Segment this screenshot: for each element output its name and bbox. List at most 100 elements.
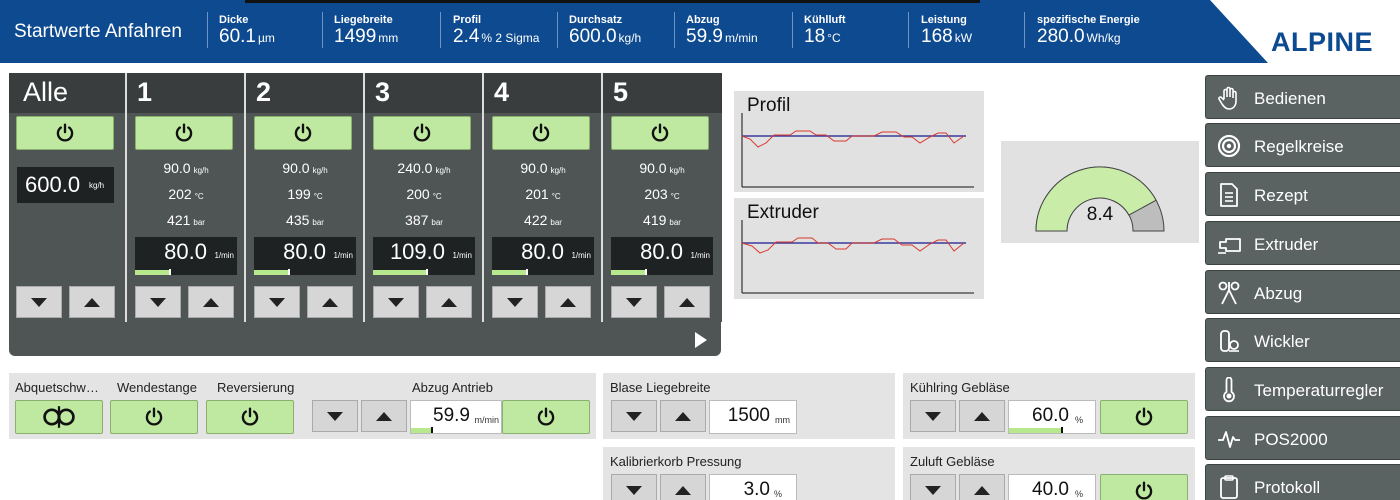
sidebar-item-protokoll[interactable]: Protokoll [1205,464,1400,500]
throughput-unit: kg/h [312,166,328,175]
increase-button[interactable] [426,286,472,318]
column-title: 5 [603,73,722,113]
speed-level-bar [135,270,169,275]
blase-decrease-button[interactable] [611,400,657,432]
temperature-unit: °C [432,192,442,201]
metric-label: Durchsatz [569,14,623,26]
sidebar-item-abzug[interactable]: Abzug [1205,270,1400,314]
speed-display[interactable]: 80.0 1/min [611,237,713,275]
power-icon [175,123,193,142]
gauge-arc [1035,166,1165,232]
increase-button[interactable] [307,286,353,318]
speed-level-marker [169,269,171,275]
metric-durchsatz: Durchsatz 600.0 kg/h [569,14,641,48]
sidebar-item-temperaturregler[interactable]: Temperaturregler [1205,367,1400,411]
kuehlring-decrease-button[interactable] [910,400,956,432]
throughput-reading: 90.0 kg/h [131,160,241,176]
speed-level-bar [254,270,288,275]
kuehlring-power-button[interactable] [1100,400,1188,434]
zuluft-decrease-button[interactable] [910,474,956,500]
speed-unit: 1/min [452,251,472,260]
metric-unit: kW [954,31,973,45]
header-background [0,0,1268,63]
metric-abzug: Abzug 59.9 m/min [686,14,758,48]
decrease-button[interactable] [611,286,657,318]
pressure-unit: bar [669,218,681,227]
increase-button[interactable] [69,286,115,318]
speed-value: 80.0 [521,239,564,264]
abzug-decrease-button[interactable] [312,400,358,432]
speed-display[interactable]: 80.0 1/min [135,237,237,275]
column-title: 4 [484,73,601,113]
hand-icon [1218,86,1237,110]
arrow-up-icon [675,411,691,421]
total-throughput-value: 600.0 [25,172,81,197]
power-button[interactable] [254,116,352,150]
increase-button[interactable] [545,286,591,318]
sidebar-item-regelkreise[interactable]: Regelkreise [1205,123,1400,167]
blase-increase-button[interactable] [660,400,706,432]
pressure-unit: bar [431,218,443,227]
power-button[interactable] [135,116,233,150]
column-title: 3 [365,73,482,113]
profil-chart: Profil [734,91,984,192]
speed-display[interactable]: 80.0 1/min [492,237,594,275]
increase-button[interactable] [188,286,234,318]
total-throughput-unit: kg/h [89,181,105,190]
sidebar-item-rezept[interactable]: Rezept [1205,172,1400,216]
decrease-button[interactable] [254,286,300,318]
power-button[interactable] [373,116,471,150]
kuehlring-increase-button[interactable] [959,400,1005,432]
sidebar-item-wickler[interactable]: Wickler [1205,318,1400,362]
increase-button[interactable] [664,286,710,318]
temperature-value: 203 [644,186,668,202]
decrease-button[interactable] [16,286,62,318]
next-page-arrow-icon[interactable] [695,332,707,348]
abzug-power-button[interactable] [502,400,590,434]
kalibrier-label: Kalibrierkorb Pressung [610,454,742,469]
decrease-button[interactable] [135,286,181,318]
metric-value: 60.1 [219,26,256,47]
power-button[interactable] [16,116,114,150]
speed-display[interactable]: 109.0 1/min [373,237,475,275]
decrease-button[interactable] [492,286,538,318]
abzug-level-marker [431,427,433,433]
kuehlring-value-field[interactable]: 60.0 % [1008,400,1096,434]
temperature-unit: °C [313,192,323,201]
kalibrier-value-field[interactable]: 3.0 % [709,474,797,500]
decrease-button[interactable] [373,286,419,318]
metric-spezifische-energie: spezifische Energie 280.0 Wh/kg [1037,14,1140,48]
kalibrier-increase-button[interactable] [660,474,706,500]
sidebar-item-extruder[interactable]: Extruder [1205,221,1400,265]
sidebar-item-pos2000[interactable]: POS2000 [1205,416,1400,460]
arrow-down-icon [269,297,285,307]
pressure-reading: 387 bar [369,212,479,228]
reversierung-power-button[interactable] [206,400,294,434]
sidebar-item-bedienen[interactable]: Bedienen [1205,75,1400,119]
abquetsch-toggle-button[interactable] [15,400,103,434]
metric-label: spezifische Energie [1037,14,1140,26]
wendestange-power-button[interactable] [110,400,198,434]
speed-display[interactable]: 80.0 1/min [254,237,356,275]
extruder-column-5: 5 90.0 kg/h 203 °C 419 bar 80.0 1/min [603,73,722,322]
zuluft-increase-button[interactable] [959,474,1005,500]
power-button[interactable] [492,116,590,150]
throughput-value: 90.0 [639,160,667,176]
abzug-value-field[interactable]: 59.9 m/min [410,400,502,434]
throughput-reading: 90.0 kg/h [488,160,598,176]
power-button[interactable] [611,116,709,150]
zuluft-value-field[interactable]: 40.0 % [1008,474,1096,500]
speed-level-bar [611,270,645,275]
abzug-increase-button[interactable] [361,400,407,432]
metric-dicke: Dicke 60.1 µm [219,14,275,48]
thermometer-icon [1223,377,1235,403]
zuluft-label: Zuluft Gebläse [910,454,995,469]
temperature-reading: 202 °C [131,186,241,202]
kalibrier-decrease-button[interactable] [611,474,657,500]
zuluft-power-button[interactable] [1100,474,1188,500]
blase-value-field[interactable]: 1500 mm [709,400,797,434]
pressure-reading: 422 bar [488,212,598,228]
speed-value: 80.0 [283,239,326,264]
power-icon [651,123,669,142]
speed-unit: 1/min [571,251,591,260]
